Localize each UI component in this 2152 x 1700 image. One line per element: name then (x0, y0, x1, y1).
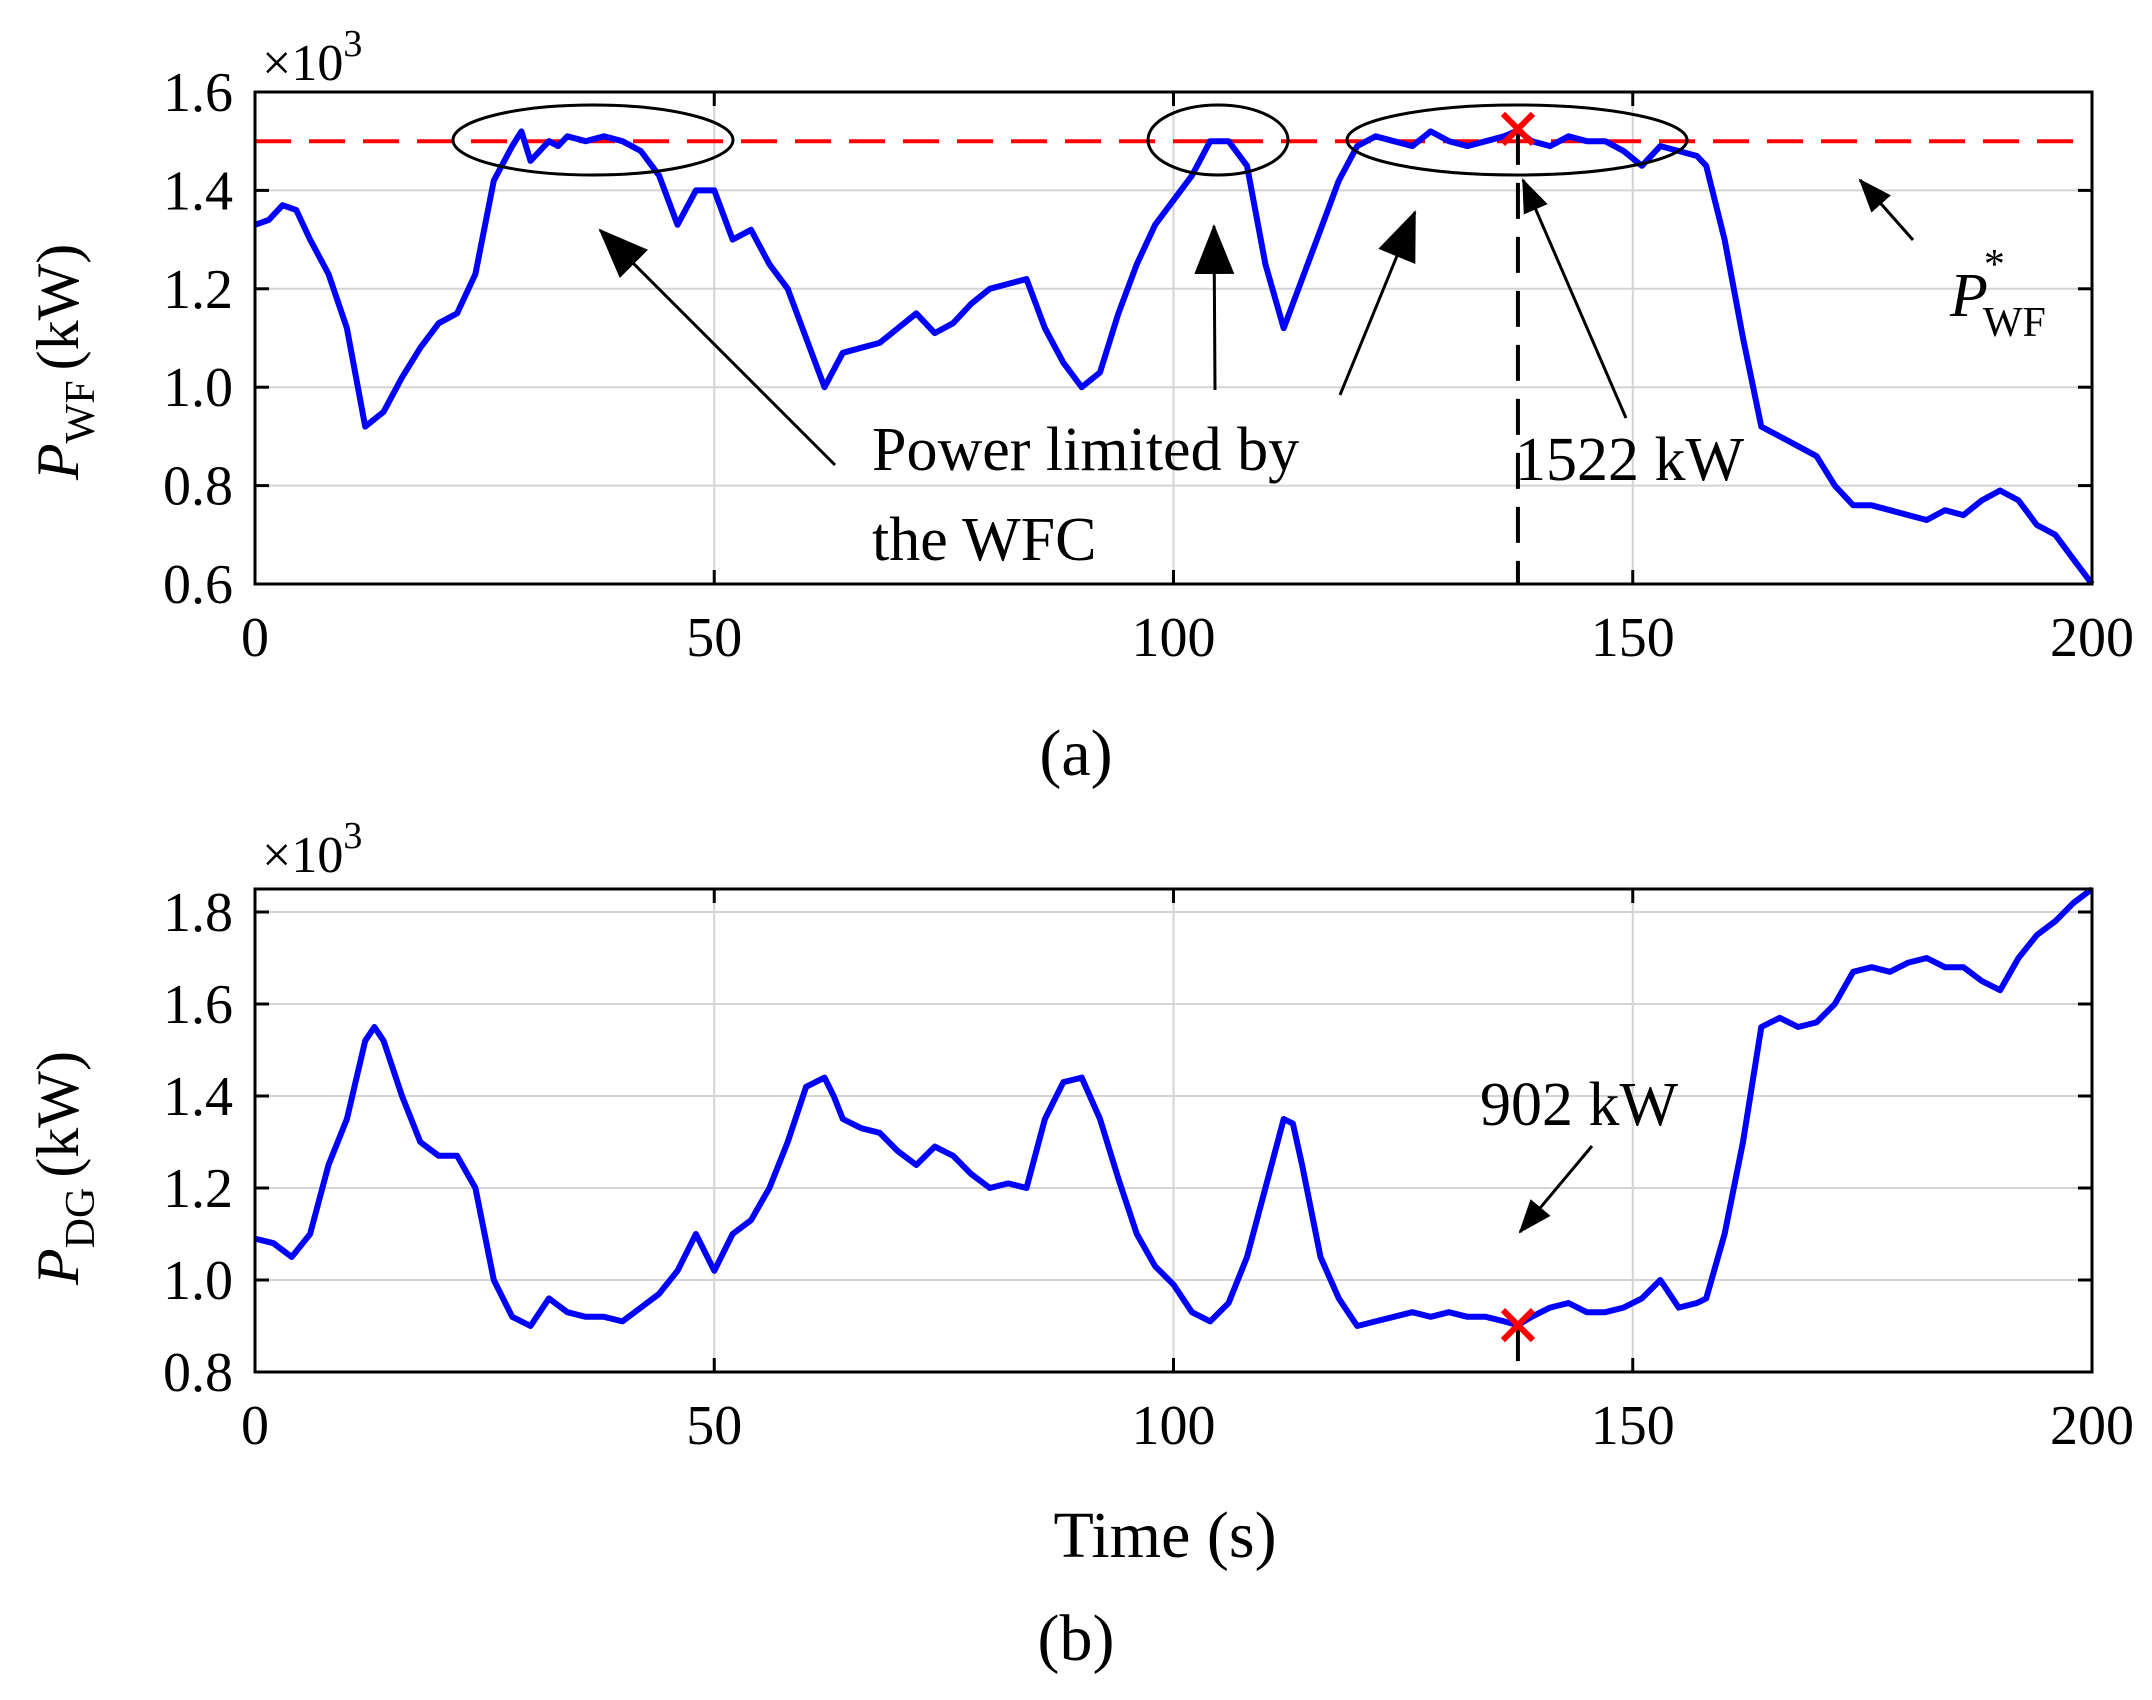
panel-b: 0 50 100 150 200 0.8 1.0 1.2 1.4 1.6 1.8 ×103 PDG(… (25, 815, 2134, 1675)
y-tick-label: 1.0 (163, 1250, 233, 1312)
marker-stroke (1500, 1307, 1536, 1343)
y-tick-label: 0.8 (163, 1342, 233, 1404)
y-tick-label: 1.0 (163, 357, 233, 419)
x-tick-label: 200 (2050, 1395, 2134, 1457)
x-tick-label: 50 (686, 1395, 742, 1457)
x-tick-label: 100 (1132, 607, 1216, 669)
highlight-ellipse-3 (1345, 103, 1689, 177)
annotation-text-line1: Power limited by (872, 416, 1299, 484)
annotation-arrow-1 (598, 228, 837, 467)
panel-a-ylabel: PWF(kW) (25, 244, 104, 481)
x-tick-label: 100 (1132, 1395, 1216, 1457)
y-tick-label: 1.2 (163, 1158, 233, 1220)
annotation-text-line2: the WFC (872, 506, 1096, 574)
panel-b-exponent: ×103 (262, 815, 362, 884)
y-tick-label: 0.6 (163, 554, 233, 616)
x-tick-label: 0 (241, 607, 269, 669)
marker-label-arrow-a (1521, 178, 1628, 419)
y-tick-label: 0.8 (163, 456, 233, 518)
highlight-ellipse-2 (1146, 103, 1290, 177)
x-tick-label: 0 (241, 1395, 269, 1457)
x-tick-label: 150 (1591, 1395, 1675, 1457)
panel-a-exponent: ×103 (262, 23, 362, 92)
panel-b-ticks: 0 50 100 150 200 0.8 1.0 1.2 1.4 1.6 1.8 (163, 882, 2134, 1457)
annotation-arrow-2 (1194, 224, 1235, 391)
x-tick-label: 50 (686, 607, 742, 669)
marker-label-a: 1522 kW (1515, 426, 1745, 494)
panel-a-ticks: 0 50 100 150 200 0.6 0.8 1.0 1.2 1.4 1.6 (163, 62, 2134, 669)
panel-a-caption: (a) (1039, 717, 1112, 790)
series-line-pwf (253, 127, 2095, 586)
y-tick-label: 1.8 (163, 882, 233, 944)
y-tick-label: 1.6 (163, 62, 233, 124)
highlight-ellipse-1 (451, 103, 735, 177)
panel-b-xlabel: Time (s) (1053, 1499, 1276, 1572)
x-tick-label: 150 (1591, 607, 1675, 669)
marker-label-b: 902 kW (1480, 1071, 1679, 1139)
panel-b-caption: (b) (1038, 1602, 1115, 1675)
reference-line-label: P* WF (1949, 242, 2046, 346)
panel-b-ylabel: PDG(kW) (25, 1051, 104, 1286)
panel-b-grid (254, 889, 2093, 1373)
y-tick-label: 1.4 (163, 1066, 233, 1128)
reference-label-arrow (1858, 178, 1915, 241)
marker-label-arrow-b (1518, 1145, 1594, 1234)
min-marker-b (1500, 1307, 1536, 1343)
series-line-pdg (254, 886, 2094, 1329)
x-tick-label: 200 (2050, 607, 2134, 669)
marker-stroke (1500, 111, 1536, 147)
y-tick-label: 1.2 (163, 259, 233, 321)
panel-a: 0 50 100 150 200 0.6 0.8 1.0 1.2 1.4 1.6 ×103 PWF(… (25, 23, 2134, 790)
max-marker-a (1500, 111, 1536, 147)
y-tick-label: 1.4 (163, 160, 233, 222)
y-tick-label: 1.6 (163, 974, 233, 1036)
annotation-arrow-3 (1338, 210, 1417, 396)
